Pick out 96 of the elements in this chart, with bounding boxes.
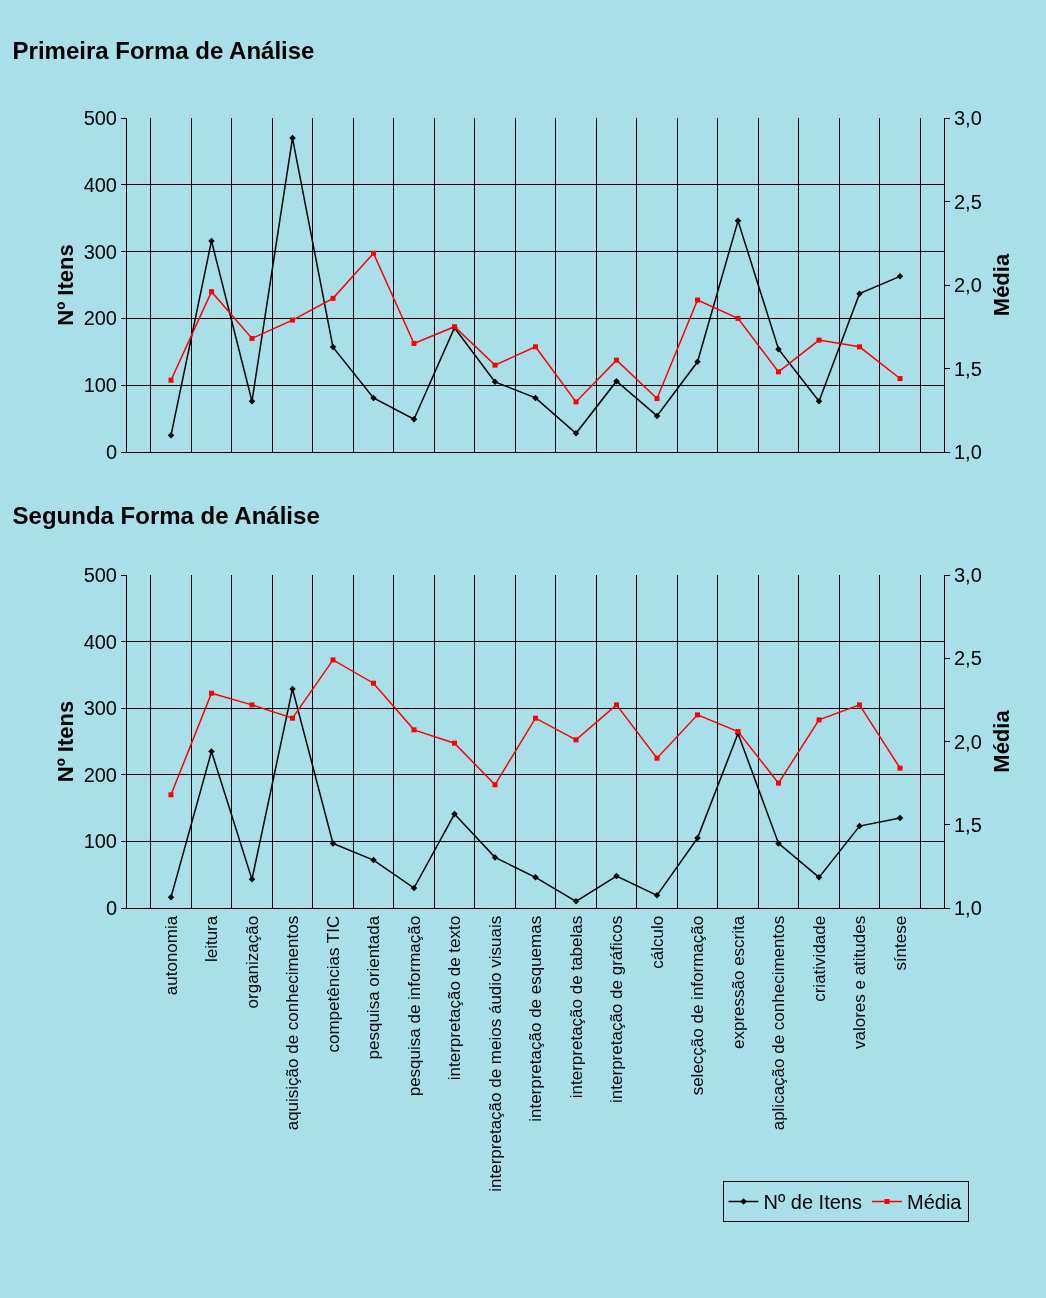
point <box>249 702 255 708</box>
point <box>816 337 822 343</box>
y-tick-label: 400 <box>83 630 117 653</box>
point <box>370 250 376 256</box>
y-tick-label: 200 <box>83 307 117 330</box>
point <box>573 737 579 743</box>
point <box>289 317 295 323</box>
x-tick-label: interpretação de gráficos <box>607 915 627 1103</box>
y-axis-title: Nº Itens <box>53 244 78 326</box>
y2-tick-label: 2,0 <box>954 274 982 296</box>
point <box>208 690 214 696</box>
point <box>856 290 863 297</box>
y2-tick-label: 2,5 <box>954 647 982 670</box>
point <box>857 344 863 350</box>
point <box>775 840 782 847</box>
x-tick-label: valores e atitudes <box>850 915 870 1050</box>
point <box>532 874 539 881</box>
x-tick-label: interpretação de esquemas <box>526 915 546 1122</box>
point <box>329 343 337 351</box>
x-tick-label: expressão escrita <box>728 915 748 1050</box>
point <box>815 397 823 405</box>
legend-label: Média <box>906 1191 963 1214</box>
y-axis-title: Nº Itens <box>53 700 78 783</box>
point <box>370 680 376 686</box>
point <box>695 297 701 303</box>
point <box>168 377 174 383</box>
y-tick-label: 100 <box>83 374 117 397</box>
point <box>411 340 417 346</box>
y-tick-label: 400 <box>83 173 117 196</box>
chart-title: Primeira Forma de Análise <box>12 37 315 65</box>
point <box>289 715 295 721</box>
y-tick-label: 300 <box>83 240 117 263</box>
x-tick-label: criatividade <box>809 915 829 1002</box>
point <box>614 357 620 363</box>
y2-tick-label: 1,0 <box>954 897 982 919</box>
point <box>734 217 742 225</box>
point <box>816 717 822 723</box>
y2-tick-label: 3,0 <box>954 564 982 586</box>
point <box>695 712 701 718</box>
x-tick-label: pesquisa de informação <box>404 915 424 1097</box>
point <box>533 344 538 350</box>
x-tick-label: interpretação de meios áudio visuais <box>485 915 505 1192</box>
x-tick-label: cálculo <box>647 915 667 969</box>
y-tick-label: 200 <box>83 763 117 786</box>
x-tick-label: síntese <box>890 915 910 971</box>
y2-tick-label: 2,0 <box>954 730 982 753</box>
point <box>533 715 538 721</box>
point <box>654 396 660 402</box>
y-tick-label: 100 <box>83 830 117 853</box>
y-tick-label: 500 <box>83 564 117 586</box>
x-tick-label: organização <box>242 915 262 1009</box>
point <box>897 376 903 382</box>
y2-tick-label: 3,0 <box>954 107 982 129</box>
point <box>208 748 215 755</box>
x-tick-label: selecção de informação <box>688 915 708 1096</box>
x-tick-label: autonomia <box>161 915 181 996</box>
y-tick-label: 0 <box>105 897 117 919</box>
x-tick-label: competências TIC <box>323 915 343 1053</box>
y-tick-label: 500 <box>83 107 117 129</box>
y2-tick-label: 1,5 <box>954 357 982 380</box>
y2-tick-label: 2,5 <box>954 190 982 213</box>
x-tick-label: pesquisa orientada <box>364 915 384 1060</box>
point <box>654 755 660 761</box>
x-tick-label: aquisição de conhecimentos <box>283 915 303 1131</box>
point <box>411 727 417 733</box>
point <box>451 740 457 746</box>
point <box>735 315 741 321</box>
point <box>330 657 336 663</box>
point <box>249 335 255 341</box>
y2-tick-label: 1,0 <box>954 441 982 463</box>
point <box>653 412 661 420</box>
legend-label: Nº de Itens <box>763 1191 862 1214</box>
chart-title: Segunda Forma de Análise <box>12 502 320 530</box>
point <box>410 884 418 892</box>
x-tick-label: interpretação de texto <box>445 915 465 1081</box>
point <box>614 702 620 708</box>
point <box>857 702 863 708</box>
point <box>897 765 903 771</box>
point <box>776 780 782 786</box>
point <box>492 362 498 368</box>
point <box>896 814 904 822</box>
point <box>492 782 498 788</box>
y-tick-label: 300 <box>83 697 117 720</box>
point <box>330 295 336 301</box>
point <box>573 399 579 405</box>
point <box>776 369 782 375</box>
x-tick-label: interpretação de tabelas <box>566 915 586 1099</box>
x-tick-label: leitura <box>202 915 221 963</box>
x-tick-label: aplicação de conhecimentos <box>769 915 789 1131</box>
y2-axis-title: Média <box>989 709 1014 773</box>
y2-tick-label: 1,5 <box>954 813 982 836</box>
y2-axis-title: Média <box>989 253 1014 317</box>
point <box>491 378 499 386</box>
point <box>168 792 174 798</box>
point <box>208 289 214 295</box>
y-tick-label: 0 <box>105 441 117 463</box>
